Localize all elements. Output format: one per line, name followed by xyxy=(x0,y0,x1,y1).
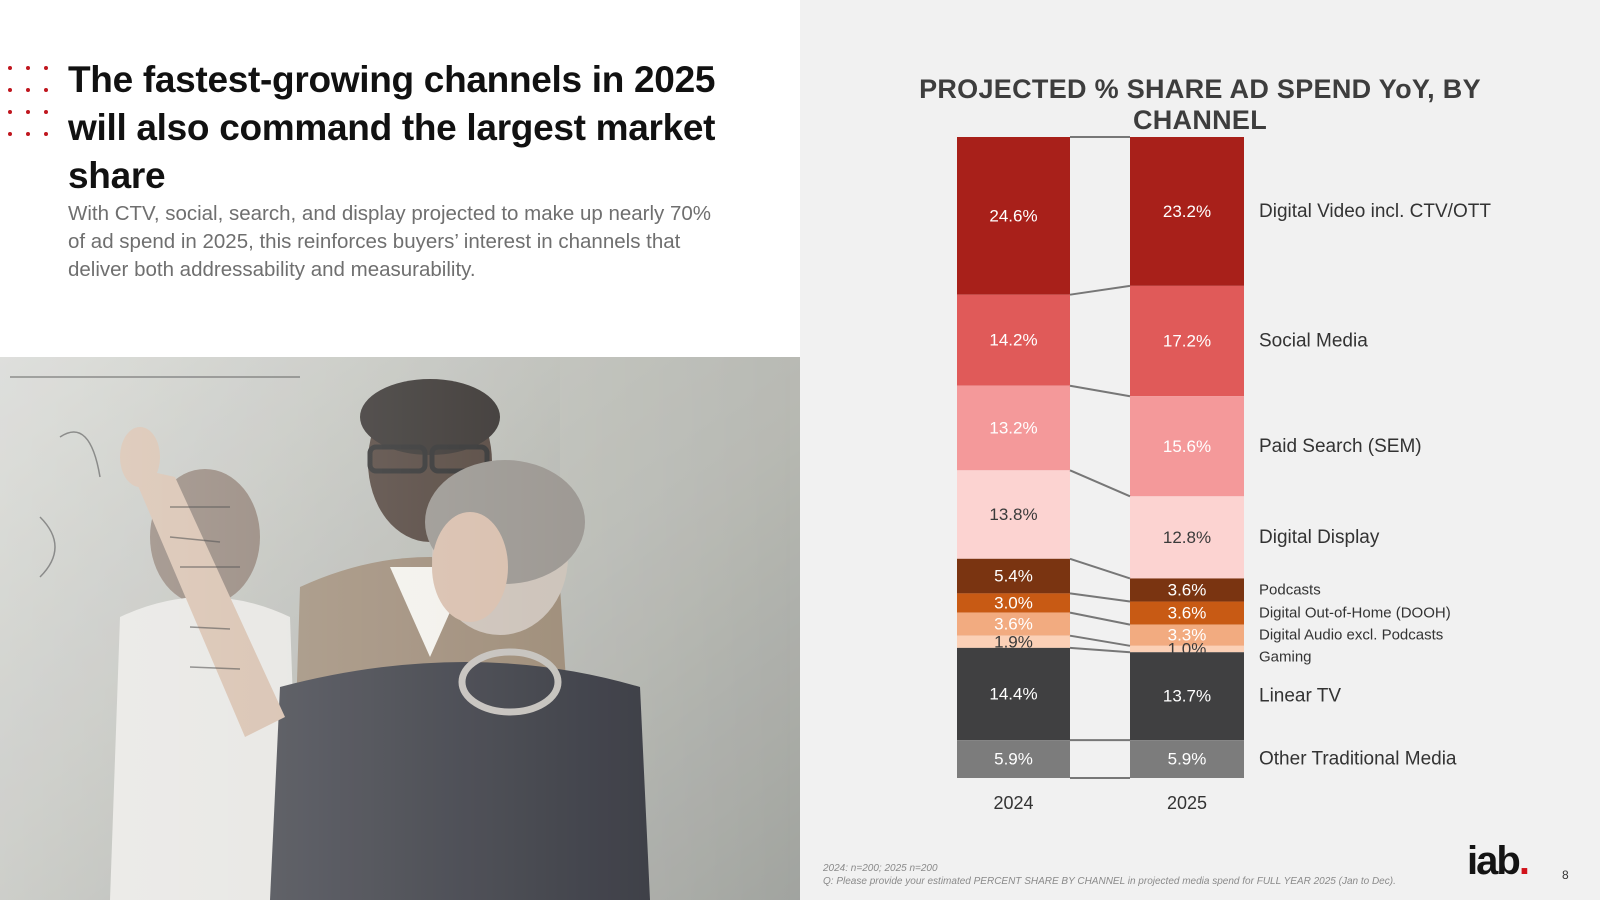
bar-segment-social-media-2025 xyxy=(1130,285,1244,397)
data-label-digital-audio-excl-podcasts-2025: 3.3% xyxy=(1168,626,1207,645)
bar-segment-digital-video-incl-ctv-ott-2025 xyxy=(1130,137,1244,286)
bar-segment-other-traditional-media-2024 xyxy=(957,740,1070,778)
connector-line xyxy=(1069,469,1131,498)
data-label-other-traditional-media-2024: 5.9% xyxy=(994,750,1033,769)
data-label-paid-search-sem-2024: 13.2% xyxy=(989,419,1037,438)
bar-segment-social-media-2024 xyxy=(957,294,1070,386)
legend-label-digital-out-of-home-dooh: Digital Out-of-Home (DOOH) xyxy=(1259,605,1451,622)
bar-segment-digital-display-2024 xyxy=(957,470,1070,559)
data-label-linear-tv-2025: 13.7% xyxy=(1163,687,1211,706)
legend-label-gaming: Gaming xyxy=(1259,649,1312,666)
data-label-digital-out-of-home-dooh-2025: 3.6% xyxy=(1168,604,1207,623)
x-axis-label-2025: 2025 xyxy=(1167,793,1207,813)
bar-segment-gaming-2025 xyxy=(1130,645,1244,653)
connector-line xyxy=(1069,611,1131,626)
bar-segment-podcasts-2025 xyxy=(1130,578,1244,602)
bar-segment-linear-tv-2025 xyxy=(1130,652,1244,741)
data-label-podcasts-2024: 5.4% xyxy=(994,567,1033,586)
bar-segment-digital-out-of-home-dooh-2025 xyxy=(1130,601,1244,625)
legend-label-digital-display: Digital Display xyxy=(1259,527,1380,548)
connector-line xyxy=(1069,384,1131,398)
decorative-dot-grid-icon xyxy=(4,64,52,140)
bar-segment-digital-audio-excl-podcasts-2025 xyxy=(1130,624,1244,646)
bar-segment-linear-tv-2024 xyxy=(957,647,1070,741)
data-label-social-media-2024: 14.2% xyxy=(989,331,1037,350)
data-label-podcasts-2025: 3.6% xyxy=(1168,580,1207,599)
legend-label-social-media: Social Media xyxy=(1259,331,1368,352)
legend-label-linear-tv: Linear TV xyxy=(1259,686,1341,707)
page-number: 8 xyxy=(1562,868,1569,882)
connector-line xyxy=(1069,646,1131,654)
data-label-digital-display-2025: 12.8% xyxy=(1163,528,1211,547)
bar-segment-podcasts-2024 xyxy=(957,558,1070,594)
bar-segment-digital-display-2025 xyxy=(1130,496,1244,579)
chart-title: PROJECTED % SHARE AD SPEND YoY, BY CHANN… xyxy=(919,74,1481,135)
left-panel: The fastest-growing channels in 2025 wil… xyxy=(0,59,800,900)
footnote-question: Q: Please provide your estimated PERCENT… xyxy=(823,876,1396,887)
legend-label-podcasts: Podcasts xyxy=(1259,581,1321,598)
connector-line xyxy=(1069,557,1131,580)
data-label-digital-video-incl-ctv-ott-2024: 24.6% xyxy=(989,206,1037,225)
bar-segment-digital-audio-excl-podcasts-2024 xyxy=(957,612,1070,636)
page-title: The fastest-growing channels in 2025 wil… xyxy=(68,59,716,196)
bar-segment-gaming-2024 xyxy=(957,635,1070,648)
bar-segment-digital-out-of-home-dooh-2024 xyxy=(957,593,1070,613)
bar-segment-digital-video-incl-ctv-ott-2024 xyxy=(957,137,1070,295)
summary-text: With CTV, social, search, and display pr… xyxy=(68,202,712,281)
data-label-digital-display-2024: 13.8% xyxy=(989,505,1037,524)
legend-label-digital-audio-excl-podcasts: Digital Audio excl. Podcasts xyxy=(1259,627,1443,644)
connector-line xyxy=(1069,284,1131,296)
bar-segment-other-traditional-media-2025 xyxy=(1130,740,1244,778)
connector-line xyxy=(1069,592,1131,603)
connector-line xyxy=(1069,634,1131,647)
data-label-social-media-2025: 17.2% xyxy=(1163,332,1211,351)
footnote-sample-size: 2024: n=200; 2025 n=200 xyxy=(823,863,938,874)
legend-label-paid-search-sem: Paid Search (SEM) xyxy=(1259,436,1422,457)
legend-label-other-traditional-media: Other Traditional Media xyxy=(1259,749,1457,770)
footnote: 2024: n=200; 2025 n=200 Q: Please provid… xyxy=(823,862,1523,888)
bar-segment-paid-search-sem-2024 xyxy=(957,385,1070,471)
data-label-digital-out-of-home-dooh-2024: 3.0% xyxy=(994,594,1033,613)
team-photo xyxy=(0,357,800,900)
data-label-linear-tv-2024: 14.4% xyxy=(989,685,1037,704)
legend-label-digital-video-incl-ctv-ott: Digital Video incl. CTV/OTT xyxy=(1259,201,1491,222)
data-label-gaming-2024: 1.9% xyxy=(994,632,1033,651)
data-label-digital-audio-excl-podcasts-2024: 3.6% xyxy=(994,615,1033,634)
data-label-digital-video-incl-ctv-ott-2025: 23.2% xyxy=(1163,202,1211,221)
bar-segment-paid-search-sem-2025 xyxy=(1130,396,1244,497)
x-axis-label-2024: 2024 xyxy=(993,793,1033,813)
data-label-paid-search-sem-2025: 15.6% xyxy=(1163,437,1211,456)
data-label-other-traditional-media-2025: 5.9% xyxy=(1168,750,1207,769)
iab-logo: iab. xyxy=(1467,839,1530,883)
